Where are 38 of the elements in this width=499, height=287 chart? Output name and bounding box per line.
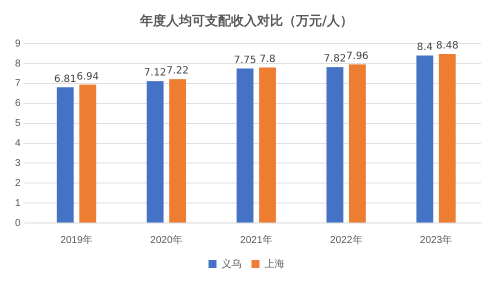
y-tick-label: 0 — [15, 218, 21, 229]
x-tick-label: 2021年 — [240, 234, 272, 246]
y-tick-label: 3 — [15, 158, 21, 169]
x-tick-label: 2020年 — [150, 234, 183, 246]
y-tick-label: 7 — [15, 78, 21, 90]
y-tick-label: 1 — [15, 198, 21, 209]
y-tick-label: 9 — [15, 38, 21, 50]
bar — [169, 79, 186, 222]
bar — [146, 81, 164, 222]
bar — [56, 87, 74, 222]
data-label: 7.96 — [346, 50, 369, 62]
data-label: 7.75 — [234, 55, 256, 66]
data-label: 7.8 — [260, 54, 276, 66]
chart-title: 年度人均可支配收入对比（万元/人） — [139, 13, 353, 30]
y-tick-label: 8 — [15, 58, 21, 70]
data-label: 8.48 — [436, 40, 458, 52]
x-tick-label: 2019年 — [60, 234, 93, 246]
data-label: 7.12 — [144, 68, 166, 79]
data-label: 7.22 — [166, 66, 189, 77]
bar — [438, 54, 456, 222]
y-tick-label: 5 — [15, 118, 21, 130]
y-tick-label: 4 — [15, 138, 21, 150]
bar — [79, 84, 96, 222]
y-tick-label: 6 — [15, 98, 21, 110]
bar — [326, 67, 344, 222]
legend-label: 上海 — [264, 258, 284, 270]
data-label: 8.4 — [416, 42, 433, 54]
data-label: 7.82 — [324, 54, 346, 65]
x-tick-label: 2023年 — [420, 234, 452, 246]
data-label: 6.81 — [54, 74, 76, 85]
legend-label: 义乌 — [222, 258, 242, 270]
bar — [416, 56, 434, 222]
x-tick-label: 2022年 — [330, 234, 362, 246]
bar — [259, 68, 276, 222]
bar — [348, 64, 366, 222]
y-tick-label: 2 — [15, 178, 21, 189]
bar — [236, 68, 254, 222]
data-label: 6.94 — [76, 71, 99, 82]
